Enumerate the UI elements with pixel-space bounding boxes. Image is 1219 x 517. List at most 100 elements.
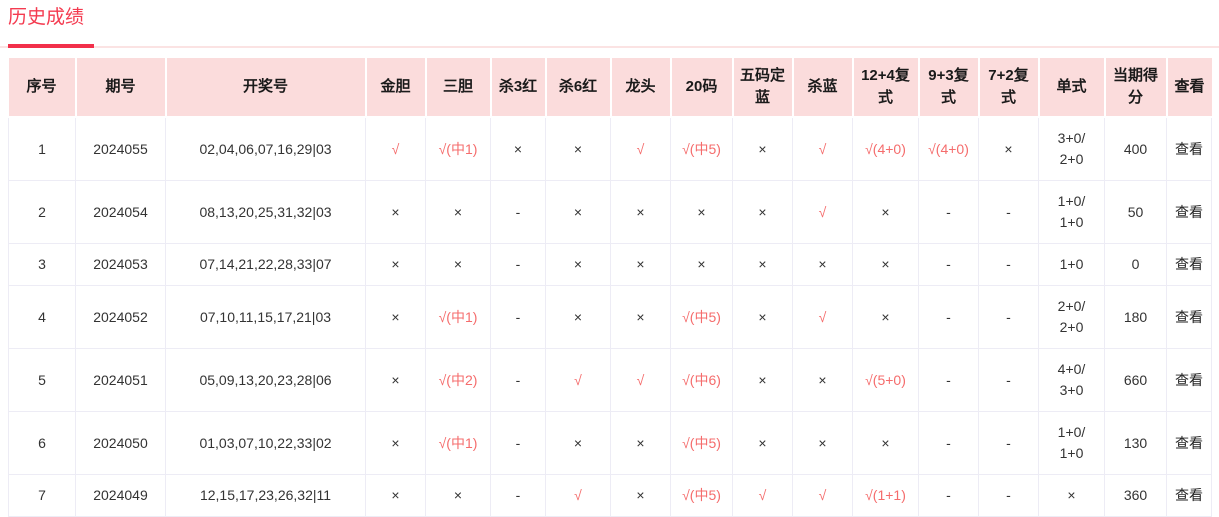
title-underline xyxy=(0,44,1219,48)
cell-fushi12-4: × xyxy=(852,285,919,349)
cell-issue: 2024055 xyxy=(75,116,166,181)
view-link[interactable]: 查看 xyxy=(1166,474,1212,517)
cell-score: 50 xyxy=(1104,180,1167,244)
column-header-seq: 序号 xyxy=(8,58,76,118)
cell-shalan: √ xyxy=(792,180,853,244)
cell-seq: 6 xyxy=(8,411,76,475)
cell-fushi9-3: √(4+0) xyxy=(918,116,979,181)
cell-numbers: 07,14,21,22,28,33|07 xyxy=(165,243,366,286)
column-header-numbers: 开奖号 xyxy=(164,58,366,118)
cell-issue: 2024049 xyxy=(75,474,166,517)
column-header-danshi: 单式 xyxy=(1037,58,1105,118)
cell-danshi: 1+0 xyxy=(1038,243,1105,286)
cell-score: 360 xyxy=(1104,474,1167,517)
cell-longtou: √ xyxy=(610,116,671,181)
cell-danshi: 3+0/ 2+0 xyxy=(1038,116,1105,181)
cell-numbers: 01,03,07,10,22,33|02 xyxy=(165,411,366,475)
cell-sha6red: × xyxy=(545,243,611,286)
cell-ma20: √(中5) xyxy=(670,474,733,517)
view-link[interactable]: 查看 xyxy=(1166,285,1212,349)
cell-ma20: × xyxy=(670,180,733,244)
cell-seq: 7 xyxy=(8,474,76,517)
cell-fushi9-3: - xyxy=(918,348,979,412)
cell-numbers: 05,09,13,20,23,28|06 xyxy=(165,348,366,412)
cell-sandan: √(中2) xyxy=(425,348,491,412)
column-header-shalan: 杀蓝 xyxy=(791,58,853,118)
cell-sha6red: √ xyxy=(545,348,611,412)
cell-danshi: 1+0/ 1+0 xyxy=(1038,411,1105,475)
cell-fushi7-2: - xyxy=(978,180,1039,244)
column-header-sha3red: 杀3红 xyxy=(489,58,546,118)
header-divider-line xyxy=(0,46,1219,48)
cell-fushi9-3: - xyxy=(918,180,979,244)
cell-longtou: × xyxy=(610,180,671,244)
cell-sha6red: × xyxy=(545,411,611,475)
cell-longtou: × xyxy=(610,411,671,475)
cell-fushi7-2: × xyxy=(978,116,1039,181)
cell-fushi7-2: - xyxy=(978,243,1039,286)
cell-issue: 2024051 xyxy=(75,348,166,412)
cell-score: 660 xyxy=(1104,348,1167,412)
table-row: 5 2024051 05,09,13,20,23,28|06 × √(中2) - √ √ √(中… xyxy=(8,348,1212,412)
column-header-ma20: 20码 xyxy=(669,58,733,118)
table-row: 4 2024052 07,10,11,15,17,21|03 × √(中1) - × × √(中… xyxy=(8,285,1212,349)
cell-jindan: × xyxy=(365,411,426,475)
cell-wumadinglan: × xyxy=(732,348,793,412)
cell-jindan: × xyxy=(365,285,426,349)
cell-sha6red: × xyxy=(545,180,611,244)
cell-longtou: × xyxy=(610,474,671,517)
cell-sha3red: - xyxy=(490,243,546,286)
cell-sha3red: - xyxy=(490,285,546,349)
cell-sha3red: - xyxy=(490,348,546,412)
cell-fushi12-4: × xyxy=(852,243,919,286)
cell-fushi7-2: - xyxy=(978,348,1039,412)
cell-sha6red: × xyxy=(545,285,611,349)
column-header-sandan: 三胆 xyxy=(424,58,491,118)
cell-jindan: × xyxy=(365,348,426,412)
cell-fushi12-4: √(1+1) xyxy=(852,474,919,517)
column-header-fushi9-3: 9+3复式 xyxy=(917,58,979,118)
table-row: 1 2024055 02,04,06,07,16,29|03 √ √(中1) × × √ √(中… xyxy=(8,116,1212,181)
column-header-longtou: 龙头 xyxy=(609,58,671,118)
cell-longtou: √ xyxy=(610,348,671,412)
cell-ma20: √(中5) xyxy=(670,116,733,181)
cell-fushi7-2: - xyxy=(978,411,1039,475)
cell-shalan: √ xyxy=(792,474,853,517)
cell-shalan: √ xyxy=(792,285,853,349)
cell-fushi12-4: √(4+0) xyxy=(852,116,919,181)
cell-wumadinglan: × xyxy=(732,285,793,349)
view-link[interactable]: 查看 xyxy=(1166,411,1212,475)
table-row: 7 2024049 12,15,17,23,26,32|11 × × - √ × √(中5) √ √… xyxy=(8,474,1212,517)
cell-shalan: √ xyxy=(792,116,853,181)
cell-jindan: × xyxy=(365,243,426,286)
view-link[interactable]: 查看 xyxy=(1166,180,1212,244)
cell-fushi12-4: √(5+0) xyxy=(852,348,919,412)
table-row: 6 2024050 01,03,07,10,22,33|02 × √(中1) - × × √(中… xyxy=(8,411,1212,475)
cell-ma20: √(中5) xyxy=(670,411,733,475)
cell-wumadinglan: × xyxy=(732,116,793,181)
cell-jindan: √ xyxy=(365,116,426,181)
column-header-issue: 期号 xyxy=(74,58,166,118)
cell-seq: 1 xyxy=(8,116,76,181)
cell-issue: 2024054 xyxy=(75,180,166,244)
cell-jindan: × xyxy=(365,180,426,244)
view-link[interactable]: 查看 xyxy=(1166,243,1212,286)
column-header-fushi12-4: 12+4复式 xyxy=(851,58,919,118)
cell-danshi: 2+0/ 2+0 xyxy=(1038,285,1105,349)
page-header: 历史成绩 xyxy=(0,0,1219,48)
cell-fushi9-3: - xyxy=(918,285,979,349)
cell-sha3red: - xyxy=(490,180,546,244)
cell-jindan: × xyxy=(365,474,426,517)
cell-ma20: √(中6) xyxy=(670,348,733,412)
cell-longtou: × xyxy=(610,243,671,286)
column-header-view: 查看 xyxy=(1165,58,1212,118)
title-active-indicator xyxy=(8,44,94,48)
cell-score: 130 xyxy=(1104,411,1167,475)
view-link[interactable]: 查看 xyxy=(1166,348,1212,412)
table-body: 1 2024055 02,04,06,07,16,29|03 √ √(中1) × × √ √(中… xyxy=(8,116,1212,517)
view-link[interactable]: 查看 xyxy=(1166,116,1212,181)
cell-issue: 2024053 xyxy=(75,243,166,286)
cell-fushi7-2: - xyxy=(978,285,1039,349)
cell-seq: 3 xyxy=(8,243,76,286)
